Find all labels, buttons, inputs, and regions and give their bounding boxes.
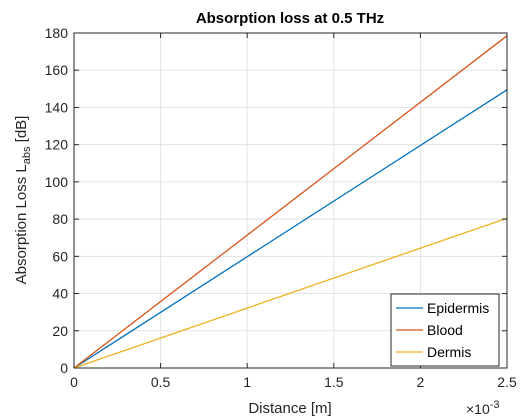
chart-title: Absorption loss at 0.5 THz <box>196 10 384 27</box>
x-axis-exponent: ×10-3 <box>466 399 500 417</box>
y-axis-title-subscript: abs <box>21 146 33 164</box>
x-tick-label: 1.5 <box>324 374 344 390</box>
plot-area-frame <box>73 32 508 369</box>
y-tick-label: 180 <box>45 25 69 41</box>
x-axis-exponent-base: ×10 <box>466 401 490 417</box>
x-tick-label: 0 <box>70 374 78 390</box>
y-axis-title-main: Absorption Loss L <box>13 164 30 284</box>
x-tick-label: 1 <box>243 374 251 390</box>
y-tick-label: 60 <box>52 248 68 264</box>
x-axis-exponent-power: -3 <box>490 399 500 411</box>
legend-label-epidermis: Epidermis <box>427 300 489 316</box>
y-tick-label: 20 <box>52 323 68 339</box>
y-tick-label: 100 <box>45 174 69 190</box>
series-line-dermis <box>73 217 508 369</box>
y-tick-label: 120 <box>45 137 69 153</box>
x-axis-title: Distance [m] <box>248 400 331 417</box>
y-axis-title: Absorption Loss Labs [dB] <box>13 116 33 285</box>
x-tick-label: 0.5 <box>151 374 171 390</box>
tick-layer: 0 0.5 1 1.5 2 2.5 0 20 40 60 80 100 120 140 160 180 <box>45 25 517 390</box>
x-tick-label: 2.5 <box>497 374 517 390</box>
legend-label-dermis: Dermis <box>427 344 471 360</box>
y-tick-label: 0 <box>60 360 68 376</box>
y-tick-label: 160 <box>45 62 69 78</box>
y-tick-label: 40 <box>52 286 68 302</box>
series-line-blood <box>73 35 508 369</box>
legend: Epidermis Blood Dermis <box>390 293 500 367</box>
series-line-epidermis <box>73 89 508 369</box>
y-tick-label: 80 <box>52 211 68 227</box>
y-tick-label: 140 <box>45 99 69 115</box>
legend-label-blood: Blood <box>427 322 463 338</box>
grid-layer <box>73 32 508 369</box>
y-axis-title-unit: [dB] <box>13 116 30 147</box>
series-layer <box>73 35 508 369</box>
x-tick-label: 2 <box>417 374 425 390</box>
